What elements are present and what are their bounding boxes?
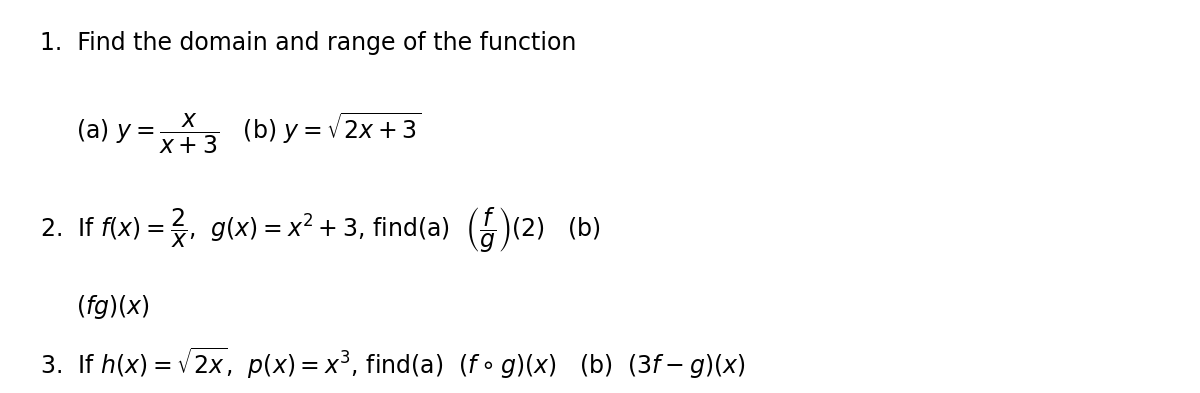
Text: 3.  If $h(x) = \sqrt{2x}$,  $p(x) = x^3$, find(a)  $(f \circ g)(x)$   (b)  $(3f : 3. If $h(x) = \sqrt{2x}$, $p(x) = x^3$, … bbox=[40, 346, 745, 381]
Text: 1.  Find the domain and range of the function: 1. Find the domain and range of the func… bbox=[40, 31, 576, 55]
Text: $(fg)(x)$: $(fg)(x)$ bbox=[76, 293, 150, 321]
Text: 2.  If $f(x) = \dfrac{2}{x}$,  $g(x) = x^2 + 3$, find(a)  $\left(\dfrac{f}{g}\ri: 2. If $f(x) = \dfrac{2}{x}$, $g(x) = x^2… bbox=[40, 205, 601, 255]
Text: (a) $y = \dfrac{x}{x+3}$   (b) $y = \sqrt{2x+3}$: (a) $y = \dfrac{x}{x+3}$ (b) $y = \sqrt{… bbox=[76, 110, 421, 156]
